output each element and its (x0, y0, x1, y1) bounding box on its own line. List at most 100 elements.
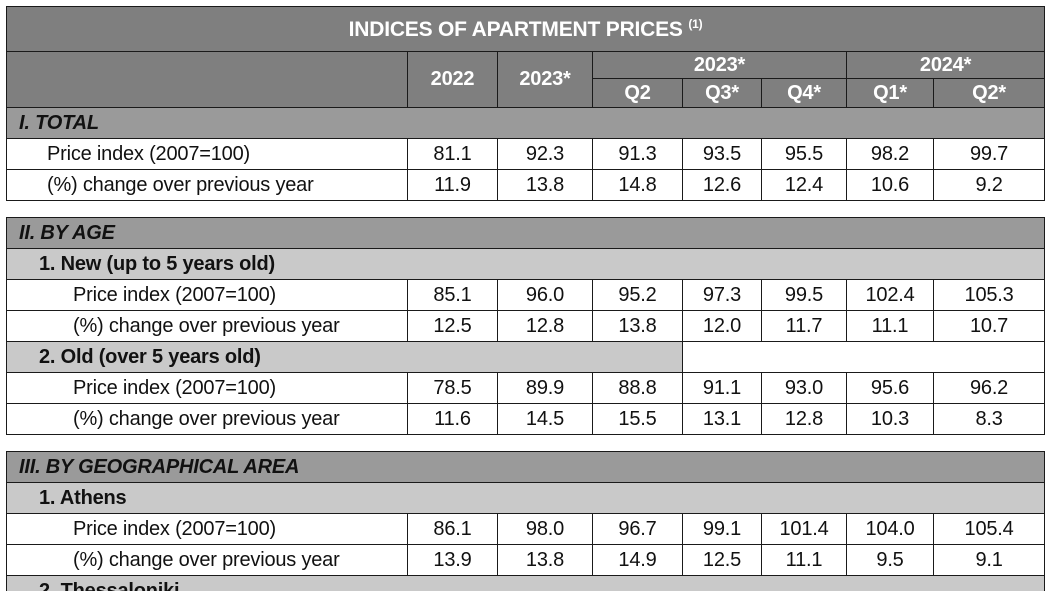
apartment-price-indices-table: INDICES OF APARTMENT PRICES (1) 2022 202… (5, 6, 1046, 591)
subsection-header-new: 1. New (up to 5 years old) (5, 248, 1046, 280)
header-blank-cell (6, 51, 408, 108)
cell-value: 88.8 (592, 372, 683, 404)
cell-value: 81.1 (407, 138, 498, 170)
cell-value: 78.5 (407, 372, 498, 404)
cell-value: 102.4 (846, 279, 934, 311)
cell-value: 96.2 (932, 372, 1046, 404)
section-header-by-geographical-area: III. BY GEOGRAPHICAL AREA (5, 451, 1046, 483)
header-group-2024: 2024* (845, 51, 1046, 79)
row-label: (%) change over previous year (6, 544, 408, 576)
table-row: Price index (2007=100) 78.5 89.9 88.8 91… (6, 372, 1046, 404)
cell-value: 12.5 (682, 544, 762, 576)
cell-value: 101.4 (761, 513, 847, 545)
subsection-label: 1. New (up to 5 years old) (5, 248, 1046, 280)
cell-value: 8.3 (932, 403, 1046, 435)
cell-value: 104.0 (846, 513, 934, 545)
cell-value: 9.1 (932, 544, 1046, 576)
cell-value: 15.5 (592, 403, 683, 435)
cell-value: 10.3 (846, 403, 934, 435)
header-quarter: Q1* (846, 78, 934, 108)
cell-value: 12.8 (497, 310, 593, 342)
table-row: Price index (2007=100) 85.1 96.0 95.2 97… (6, 279, 1046, 311)
table-row: (%) change over previous year 13.9 13.8 … (6, 544, 1046, 576)
cell-value: 99.7 (932, 138, 1046, 170)
cell-value: 13.8 (592, 310, 683, 342)
header-group-2023: 2023* (592, 51, 847, 79)
table-row: (%) change over previous year 12.5 12.8 … (6, 310, 1046, 342)
cell-value: 105.3 (932, 279, 1046, 311)
cell-value: 11.6 (407, 403, 498, 435)
cell-value: 93.0 (761, 372, 847, 404)
cell-value: 85.1 (407, 279, 498, 311)
cell-value: 92.3 (497, 138, 593, 170)
cell-value: 12.0 (682, 310, 762, 342)
cell-value: 91.1 (682, 372, 762, 404)
section-spacer (6, 434, 1045, 452)
row-label: (%) change over previous year (6, 310, 408, 342)
header-quarter: Q2 (592, 78, 683, 108)
row-label: Price index (2007=100) (6, 372, 408, 404)
header-row-years: 2022 2023* 2023* 2024* (6, 51, 1046, 108)
cell-value: 96.7 (592, 513, 683, 545)
subsection-header-thessaloniki: 2. Thessaloniki (5, 575, 1046, 591)
cell-value: 12.5 (407, 310, 498, 342)
cell-value: 11.1 (846, 310, 934, 342)
section-label: III. BY GEOGRAPHICAL AREA (5, 451, 1046, 483)
cell-value: 12.6 (682, 169, 762, 201)
cell-value: 14.5 (497, 403, 593, 435)
header-row-quarters: Q2 Q3* Q4* Q1* Q2* (7, 78, 1046, 108)
cell-value: 13.8 (497, 544, 593, 576)
title-footnote-marker: (1) (688, 16, 703, 31)
cell-value: 14.8 (592, 169, 683, 201)
row-label: Price index (2007=100) (6, 279, 408, 311)
table-title-text: INDICES OF APARTMENT PRICES (348, 17, 683, 41)
row-label: Price index (2007=100) (6, 513, 408, 545)
cell-value: 95.6 (846, 372, 934, 404)
cell-value: 11.1 (761, 544, 847, 576)
section-header-by-age: II. BY AGE (5, 217, 1046, 249)
subsection-label: 2. Thessaloniki (5, 575, 1046, 591)
cell-value: 93.5 (682, 138, 762, 170)
table-row: (%) change over previous year 11.6 14.5 … (6, 403, 1046, 435)
subsection-header-athens: 1. Athens (5, 482, 1046, 514)
table-row: (%) change over previous year 11.9 13.8 … (6, 169, 1046, 201)
header-2023-annual: 2023* (497, 51, 593, 108)
subsection-label: 2. Old (over 5 years old) (6, 341, 683, 373)
cell-value: 12.8 (761, 403, 847, 435)
header-quarter: Q3* (682, 78, 762, 108)
cell-value: 10.6 (846, 169, 934, 201)
cell-value: 95.5 (761, 138, 847, 170)
cell-value: 13.1 (682, 403, 762, 435)
section-spacer (6, 200, 1045, 218)
header-quarter: Q4* (761, 78, 847, 108)
row-label: Price index (2007=100) (6, 138, 408, 170)
row-label: (%) change over previous year (6, 403, 408, 435)
subsection-label: 1. Athens (5, 482, 1046, 514)
subsection-filler (681, 341, 1046, 373)
cell-value: 99.5 (761, 279, 847, 311)
cell-value: 10.7 (932, 310, 1046, 342)
table-title: INDICES OF APARTMENT PRICES (1) (5, 6, 1046, 52)
table-row: Price index (2007=100) 81.1 92.3 91.3 93… (6, 138, 1046, 170)
section-label: I. TOTAL (5, 107, 1046, 139)
section-header-total: I. TOTAL (5, 107, 1046, 139)
cell-value: 9.2 (932, 169, 1046, 201)
cell-value: 86.1 (407, 513, 498, 545)
cell-value: 11.7 (761, 310, 847, 342)
cell-value: 91.3 (592, 138, 683, 170)
cell-value: 99.1 (682, 513, 762, 545)
cell-value: 98.0 (497, 513, 593, 545)
title-row: INDICES OF APARTMENT PRICES (1) (5, 6, 1046, 52)
cell-value: 13.9 (407, 544, 498, 576)
section-label: II. BY AGE (5, 217, 1046, 249)
subsection-header-old: 2. Old (over 5 years old) (6, 341, 1046, 373)
header-quarter: Q2* (932, 78, 1046, 108)
cell-value: 95.2 (592, 279, 683, 311)
row-label: (%) change over previous year (6, 169, 408, 201)
table-row: Price index (2007=100) 86.1 98.0 96.7 99… (6, 513, 1046, 545)
cell-value: 9.5 (846, 544, 934, 576)
cell-value: 12.4 (761, 169, 847, 201)
cell-value: 13.8 (497, 169, 593, 201)
header-2022: 2022 (407, 51, 498, 108)
